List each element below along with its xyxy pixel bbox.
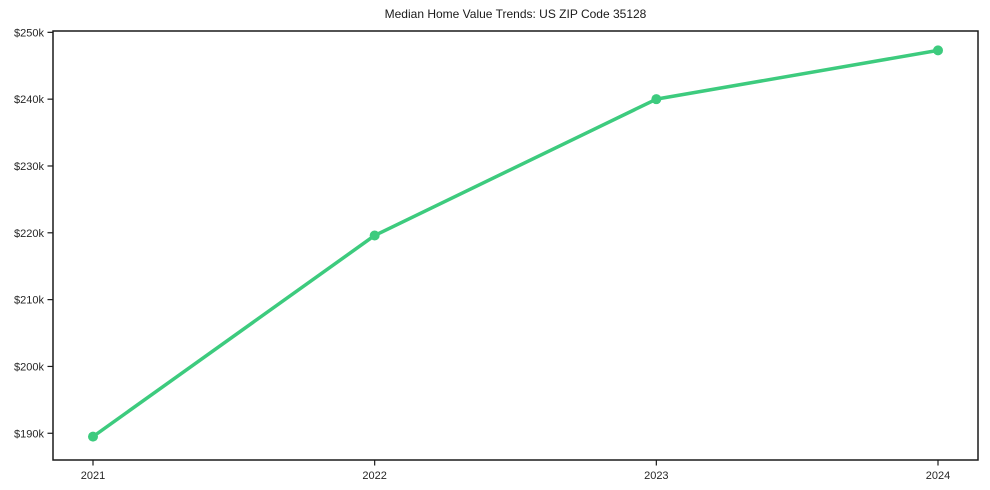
x-tick-label: 2024	[926, 470, 950, 482]
y-tick-label: $200k	[14, 361, 44, 373]
x-tick-label: 2021	[81, 470, 105, 482]
x-tick-label: 2022	[362, 470, 386, 482]
data-point-2023	[651, 94, 662, 105]
y-tick-label: $230k	[14, 161, 44, 173]
data-point-2022	[369, 230, 380, 241]
y-tick-label: $190k	[14, 428, 44, 440]
y-tick-label: $250k	[14, 27, 44, 39]
x-tick-label: 2023	[644, 470, 668, 482]
y-tick-label: $220k	[14, 228, 44, 240]
chart-title: Median Home Value Trends: US ZIP Code 35…	[384, 7, 647, 21]
data-point-2021	[88, 431, 98, 442]
y-tick-label: $240k	[14, 94, 44, 106]
axes-frame	[52, 30, 979, 461]
data-point-2024	[933, 45, 943, 56]
y-tick-label: $210k	[14, 295, 44, 307]
trend-line	[91, 48, 940, 439]
